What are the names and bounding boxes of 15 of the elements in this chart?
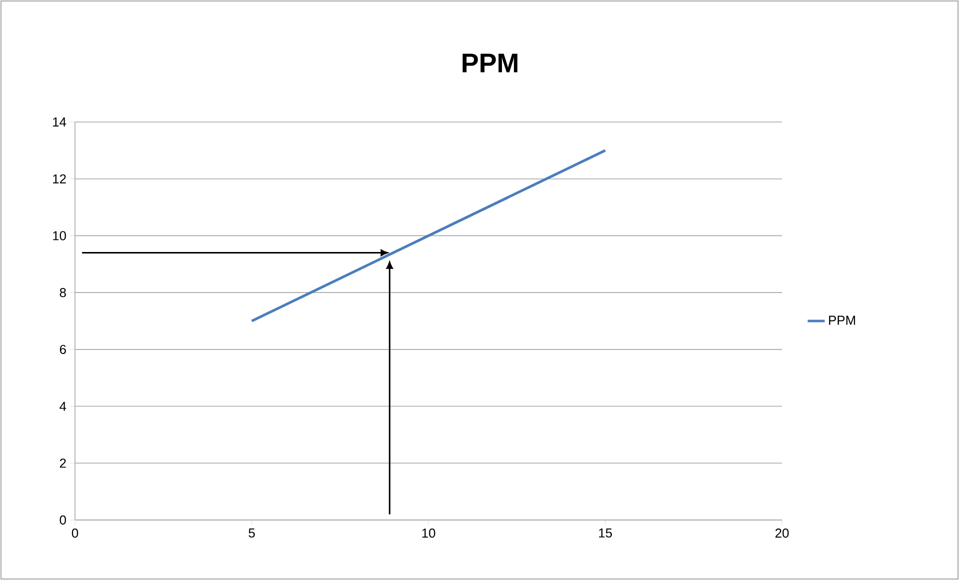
y-tick-label: 8 [60,288,66,298]
y-tick-label: 14 [53,118,66,126]
x-tick-label: 10 [422,528,436,538]
chart-title: PPM [462,54,518,72]
y-tick-label: 10 [53,231,66,240]
y-tick-label: 6 [60,344,66,354]
x-tick-label: 0 [72,528,78,538]
y-tick-label: 2 [60,458,66,468]
legend-label: PPM [829,316,856,325]
x-tick-label: 20 [775,528,789,538]
y-tick-label: 12 [53,174,66,184]
y-tick-label: 4 [60,402,66,411]
y-tick-label: 0 [60,515,66,525]
x-tick-label: 5 [248,528,255,538]
x-tick-label: 15 [599,528,612,538]
